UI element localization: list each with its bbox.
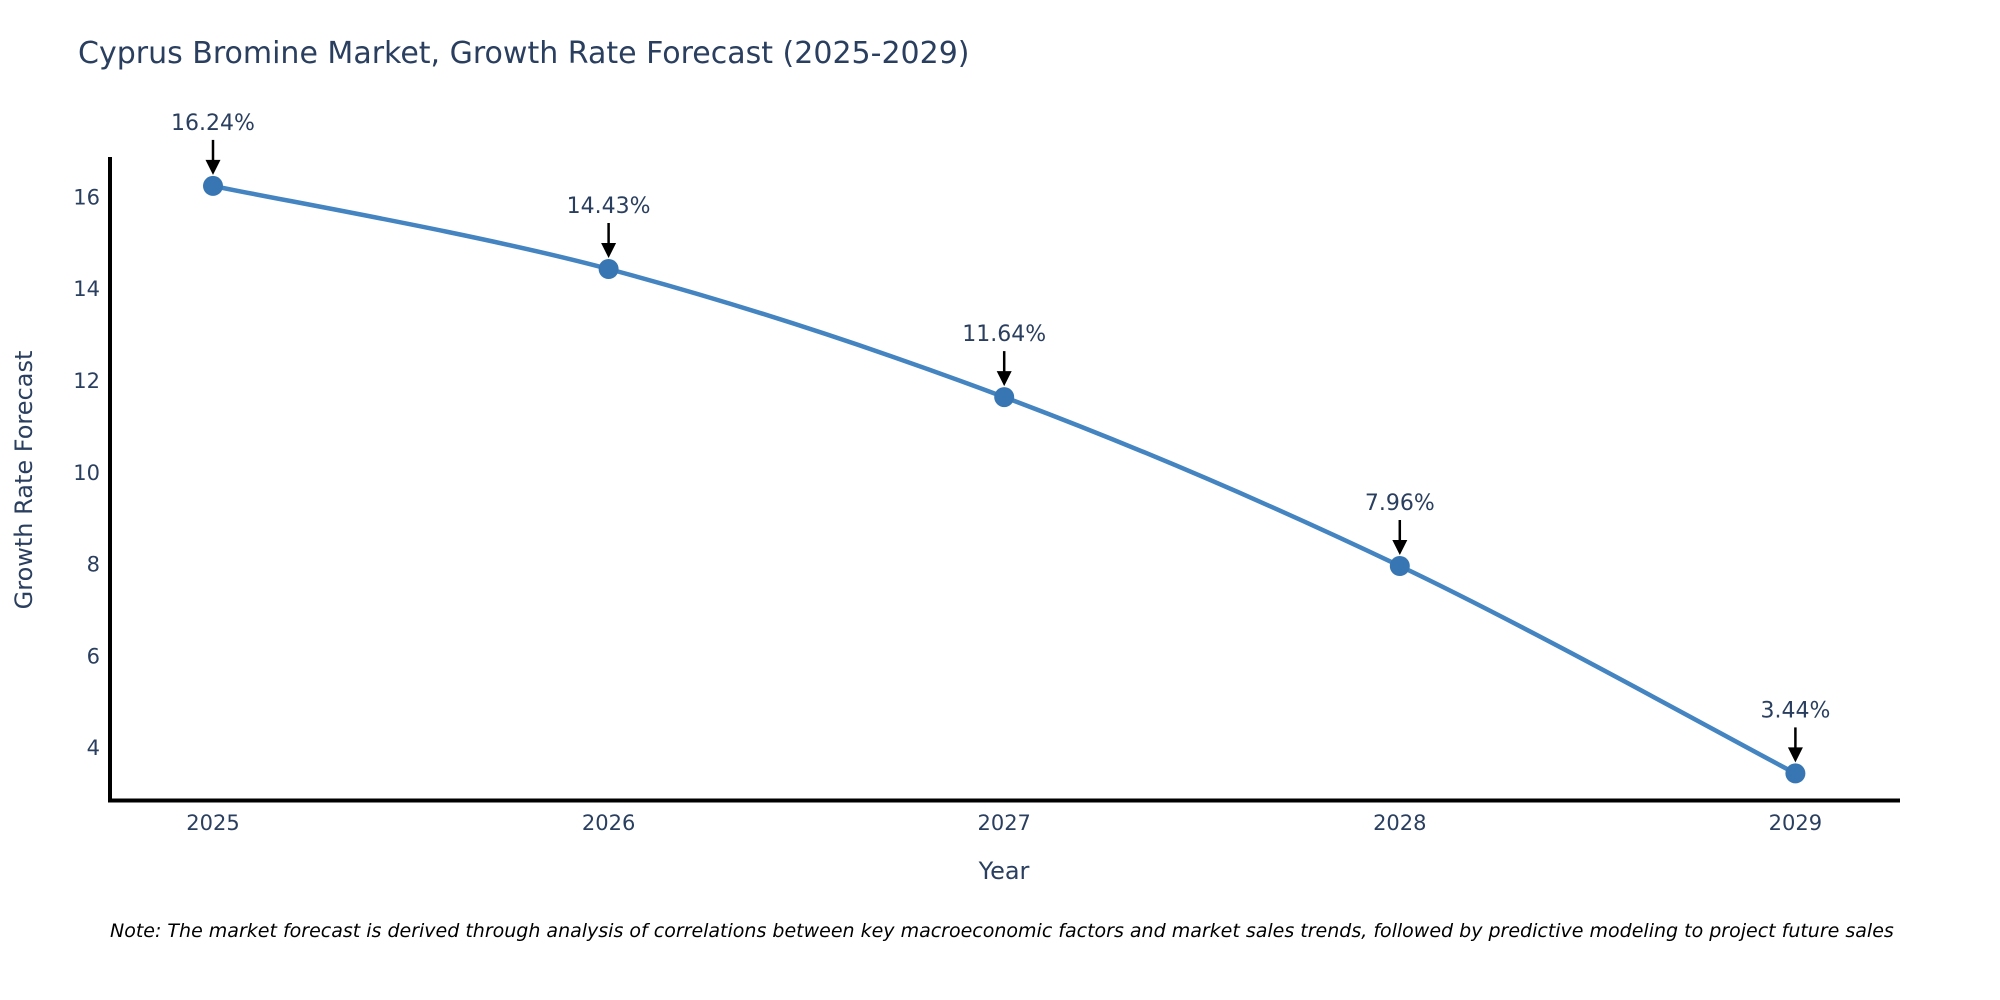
annotation-label: 3.44% — [1760, 698, 1830, 723]
x-tick-label: 2027 — [977, 811, 1030, 835]
x-tick-label: 2025 — [186, 811, 239, 835]
x-tick-label: 2029 — [1769, 811, 1822, 835]
data-point-marker — [1389, 556, 1410, 576]
x-axis-ticks: 2025 2026 2027 2028 2029 — [186, 811, 1822, 835]
y-tick-label: 4 — [87, 736, 100, 760]
chart-title: Cyprus Bromine Market, Growth Rate Forec… — [78, 36, 970, 71]
annotation-arrowhead — [601, 243, 617, 258]
series — [203, 175, 1806, 784]
y-axis-title: Growth Rate Forecast — [10, 351, 38, 610]
data-point-marker — [203, 175, 223, 196]
y-tick-label: 14 — [73, 277, 100, 301]
y-axis-ticks: 4 6 8 10 12 14 16 — [73, 185, 100, 760]
data-point-marker — [1785, 763, 1806, 784]
annotation-arrowhead — [205, 159, 221, 175]
annotation-label: 16.24% — [171, 111, 255, 136]
annotation-arrowhead — [1787, 747, 1803, 763]
footnote: Note: The market forecast is derived thr… — [110, 920, 1894, 942]
x-tick-label: 2028 — [1373, 811, 1426, 835]
x-tick-label: 2026 — [582, 811, 635, 835]
annotation-arrowhead — [1392, 540, 1408, 555]
y-tick-label: 6 — [87, 644, 100, 668]
data-point-marker — [598, 259, 619, 279]
y-tick-label: 12 — [73, 369, 100, 393]
annotation-label: 7.96% — [1365, 491, 1435, 516]
data-point-marker — [994, 387, 1015, 408]
axes — [108, 157, 1900, 803]
annotation-label: 11.64% — [962, 322, 1046, 347]
annotation-label: 14.43% — [567, 194, 651, 219]
y-tick-label: 16 — [73, 185, 100, 209]
y-tick-label: 10 — [73, 461, 100, 485]
x-axis-title: Year — [978, 857, 1030, 885]
y-tick-label: 8 — [87, 553, 100, 577]
annotations: 16.24% 14.43% 11.64% 7.96% 3.44% — [171, 111, 1830, 763]
annotation-arrowhead — [996, 371, 1012, 387]
series-line — [210, 183, 1798, 776]
